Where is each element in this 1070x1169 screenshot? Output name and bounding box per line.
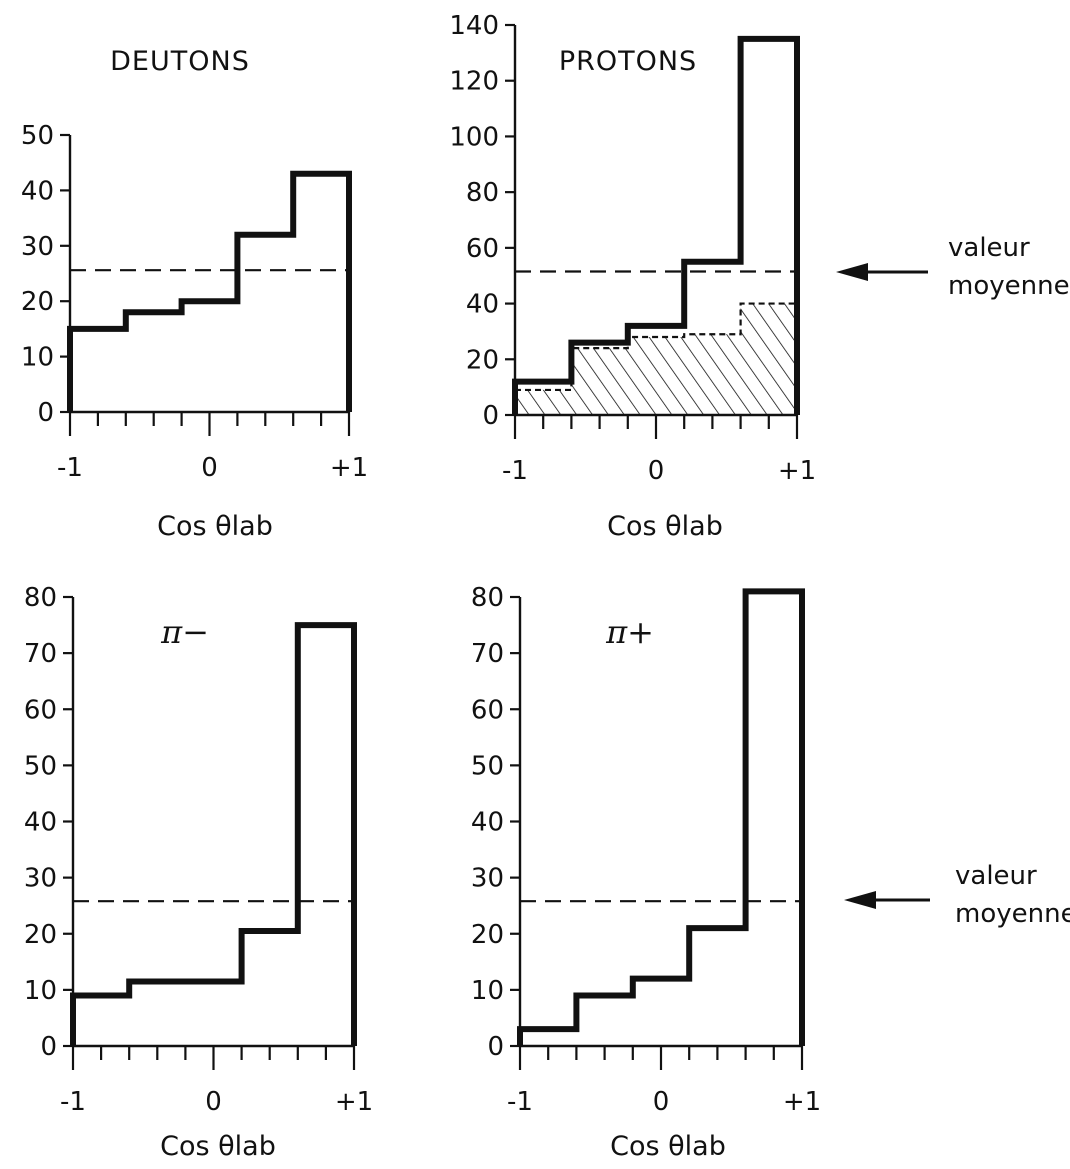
histogram-bin — [182, 301, 238, 412]
y-tick-label: 80 — [466, 178, 499, 208]
y-tick-label: 60 — [471, 695, 504, 725]
histogram-bin — [242, 931, 298, 1046]
x-axis-label: Cos θlab — [610, 1131, 726, 1162]
x-axis-label: Cos θlab — [607, 511, 723, 542]
histogram-bin — [746, 591, 802, 1046]
histogram-bin — [237, 235, 293, 412]
histogram-bin — [684, 262, 740, 415]
histogram-bin — [70, 329, 126, 412]
x-axis-label: Cos θlab — [157, 511, 273, 542]
x-tick-label: 0 — [653, 1087, 670, 1117]
histogram-bin — [73, 995, 129, 1046]
arrow-head-icon — [844, 891, 876, 909]
y-tick-label: 20 — [471, 920, 504, 950]
y-tick-label: 0 — [37, 398, 54, 428]
y-tick-label: 80 — [24, 583, 57, 613]
y-tick-label: 30 — [24, 864, 57, 894]
y-tick-label: 0 — [482, 401, 499, 431]
y-tick-label: 30 — [21, 232, 54, 262]
histogram-bin — [520, 1029, 576, 1046]
panel-title: π+ — [605, 613, 654, 651]
x-tick-label: -1 — [57, 453, 83, 483]
mean-annotation-bottom: valeur moyenne — [844, 861, 1070, 929]
y-tick-label: 70 — [24, 639, 57, 669]
histogram-bin — [185, 981, 241, 1046]
y-tick-label: 50 — [21, 121, 54, 151]
histogram-bin — [571, 343, 627, 415]
histogram-outline — [512, 35, 800, 415]
y-tick-label: 40 — [466, 290, 499, 320]
panel-title: π− — [160, 613, 209, 651]
x-tick-label: -1 — [60, 1087, 86, 1117]
mean-label-line2: moyenne — [948, 271, 1070, 301]
hatched-region — [515, 303, 797, 415]
histogram-bin — [633, 979, 689, 1046]
y-tick-label: 60 — [466, 234, 499, 264]
y-tick-label: 40 — [24, 808, 57, 838]
x-tick-label: +1 — [330, 453, 368, 483]
y-tick-label: 20 — [24, 920, 57, 950]
y-tick-label: 50 — [24, 751, 57, 781]
y-tick-label: 140 — [449, 11, 499, 41]
y-tick-label: 10 — [471, 976, 504, 1006]
x-tick-label: +1 — [783, 1087, 821, 1117]
panel-title: PROTONS — [559, 46, 697, 77]
histogram-bin — [576, 995, 632, 1046]
histogram-bin — [298, 625, 354, 1046]
histogram-outline — [70, 622, 357, 1046]
x-tick-label: 0 — [648, 456, 665, 486]
x-tick-label: +1 — [778, 456, 816, 486]
mean-label-line1: valeur — [948, 233, 1030, 263]
y-tick-label: 100 — [449, 122, 499, 152]
y-tick-label: 120 — [449, 67, 499, 97]
mean-label-line1: valeur — [955, 861, 1037, 891]
histogram-bin — [293, 174, 349, 412]
histogram-bin — [515, 382, 571, 415]
y-tick-label: 40 — [471, 808, 504, 838]
histogram-outline — [517, 588, 805, 1046]
y-tick-label: 70 — [471, 639, 504, 669]
histogram-bin — [689, 928, 745, 1046]
y-tick-label: 10 — [21, 343, 54, 373]
y-tick-label: 30 — [471, 864, 504, 894]
y-tick-label: 60 — [24, 695, 57, 725]
histogram-bin — [129, 981, 185, 1046]
y-tick-label: 50 — [471, 751, 504, 781]
arrow-head-icon — [836, 263, 868, 281]
mean-label-line2: moyenne — [955, 899, 1070, 929]
y-tick-label: 0 — [487, 1032, 504, 1062]
x-axis-label: Cos θlab — [160, 1131, 276, 1162]
y-tick-label: 0 — [40, 1032, 57, 1062]
histogram-outline — [67, 170, 352, 412]
x-tick-label: 0 — [205, 1087, 222, 1117]
y-tick-label: 40 — [21, 176, 54, 206]
x-tick-label: 0 — [201, 453, 218, 483]
mean-annotation-top: valeur moyenne — [836, 233, 1070, 301]
y-tick-label: 20 — [21, 287, 54, 317]
y-tick-label: 10 — [24, 976, 57, 1006]
x-tick-label: -1 — [502, 456, 528, 486]
y-tick-label: 80 — [471, 583, 504, 613]
x-tick-label: -1 — [507, 1087, 533, 1117]
y-tick-label: 20 — [466, 345, 499, 375]
histogram-bin — [126, 312, 182, 412]
histogram-bin — [741, 39, 797, 415]
x-tick-label: +1 — [335, 1087, 373, 1117]
panel-title: DEUTONS — [110, 46, 250, 77]
histogram-bin — [628, 326, 684, 415]
